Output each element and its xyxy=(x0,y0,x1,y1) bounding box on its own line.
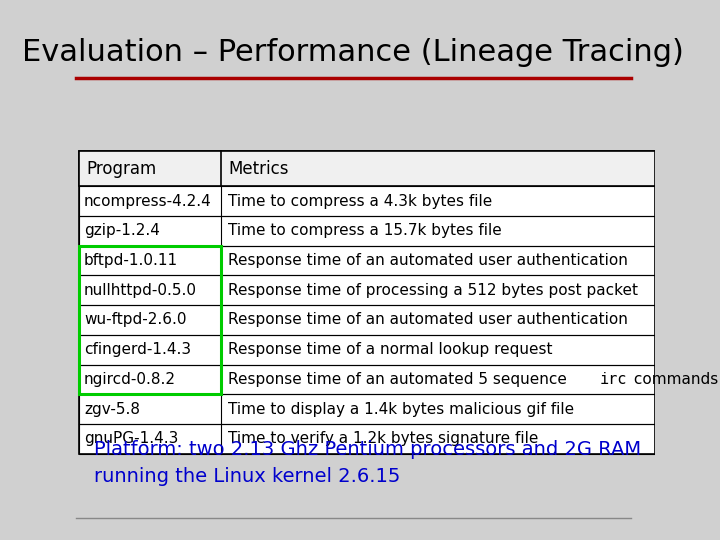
Bar xyxy=(79,216,654,246)
Bar xyxy=(79,424,654,454)
Text: bftpd-1.0.11: bftpd-1.0.11 xyxy=(84,253,178,268)
Bar xyxy=(79,364,654,394)
Text: Time to verify a 1.2k bytes signature file: Time to verify a 1.2k bytes signature fi… xyxy=(228,431,539,446)
Text: nullhttpd-0.5.0: nullhttpd-0.5.0 xyxy=(84,283,197,298)
Text: Response time of an automated user authentication: Response time of an automated user authe… xyxy=(228,313,628,327)
Text: Time to compress a 15.7k bytes file: Time to compress a 15.7k bytes file xyxy=(228,224,502,238)
Text: Metrics: Metrics xyxy=(228,160,289,178)
Text: Response time of a normal lookup request: Response time of a normal lookup request xyxy=(228,342,552,357)
Text: commands: commands xyxy=(629,372,718,387)
Text: Response time of an automated user authentication: Response time of an automated user authe… xyxy=(228,253,628,268)
Bar xyxy=(79,394,654,424)
Text: irc: irc xyxy=(599,372,626,387)
Text: gzip-1.2.4: gzip-1.2.4 xyxy=(84,224,160,238)
Text: ngircd-0.8.2: ngircd-0.8.2 xyxy=(84,372,176,387)
Text: gnuPG-1.4.3: gnuPG-1.4.3 xyxy=(84,431,179,446)
Text: Platform: two 2.13 Ghz Pentium processors and 2G RAM
running the Linux kernel 2.: Platform: two 2.13 Ghz Pentium processor… xyxy=(94,440,642,485)
Bar xyxy=(79,275,654,305)
Text: cfingerd-1.4.3: cfingerd-1.4.3 xyxy=(84,342,191,357)
Bar xyxy=(79,246,654,275)
Text: zgv-5.8: zgv-5.8 xyxy=(84,402,140,416)
Bar xyxy=(79,151,654,454)
Bar xyxy=(79,151,654,186)
Text: Program: Program xyxy=(86,160,156,178)
Bar xyxy=(79,246,221,394)
Text: wu-ftpd-2.6.0: wu-ftpd-2.6.0 xyxy=(84,313,186,327)
Bar xyxy=(79,186,654,216)
Bar xyxy=(79,305,654,335)
Bar xyxy=(79,335,654,365)
Text: Time to compress a 4.3k bytes file: Time to compress a 4.3k bytes file xyxy=(228,194,492,208)
Text: Evaluation – Performance (Lineage Tracing): Evaluation – Performance (Lineage Tracin… xyxy=(22,38,684,67)
Text: Response time of processing a 512 bytes post packet: Response time of processing a 512 bytes … xyxy=(228,283,638,298)
Text: Time to display a 1.4k bytes malicious gif file: Time to display a 1.4k bytes malicious g… xyxy=(228,402,574,416)
Text: ncompress-4.2.4: ncompress-4.2.4 xyxy=(84,194,212,208)
Text: Response time of an automated 5 sequence: Response time of an automated 5 sequence xyxy=(228,372,572,387)
